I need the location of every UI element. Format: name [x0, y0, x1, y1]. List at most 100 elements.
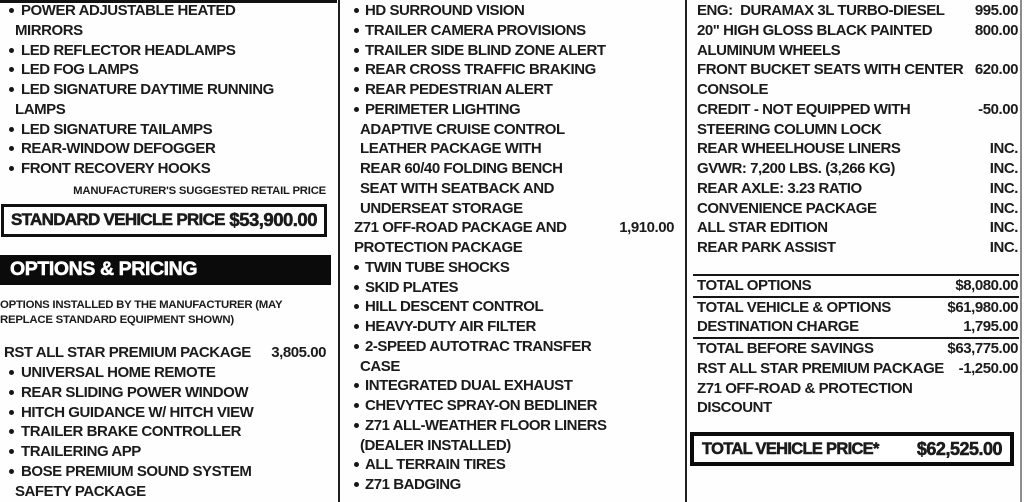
list-item: Z71 ALL-WEATHER FLOOR LINERS	[341, 416, 686, 436]
list-item: TWIN TUBE SHOCKS	[341, 258, 686, 278]
item-text: Z71 ALL-WEATHER FLOOR LINERS	[365, 416, 607, 434]
item-text: REAR CROSS TRAFFIC BRAKING	[365, 61, 596, 79]
item-text: TRAILER SIDE BLIND ZONE ALERT	[365, 41, 606, 59]
option-row: REAR WHEELHOUSE LINERS INC.	[688, 139, 1024, 159]
list-item: BOSE PREMIUM SOUND SYSTEM	[0, 462, 340, 482]
option-row: ALL STAR EDITION INC.	[688, 218, 1024, 238]
options-installed-note: OPTIONS INSTALLED BY THE MANUFACTURER (M…	[0, 298, 283, 326]
list-item-continuation: SEAT WITH SEATBACK AND	[341, 179, 686, 199]
bullet-icon	[354, 67, 359, 73]
item-text: REAR PEDESTRIAN ALERT	[365, 81, 553, 98]
item-text: LEATHER PACKAGE WITH	[360, 140, 542, 158]
list-item: TRAILERING APP	[0, 442, 340, 462]
item-text: UNDERSEAT STORAGE	[360, 199, 523, 217]
total-label: DESTINATION CHARGE	[697, 318, 859, 336]
total-label: Z71 OFF-ROAD & PROTECTION	[697, 379, 913, 397]
item-text: ADAPTIVE CRUISE CONTROL	[360, 120, 565, 138]
option-label: REAR WHEELHOUSE LINERS	[697, 140, 901, 158]
standard-equipment-list: POWER ADJUSTABLE HEATED MIRRORS LED REFL…	[0, 0, 340, 179]
option-row: FRONT BUCKET SEATS WITH CENTER 620.00	[688, 60, 1024, 80]
bullet-icon	[354, 8, 359, 13]
option-label: ENG: DURAMAX 3L TURBO-DIESEL	[697, 2, 945, 19]
item-text: SEAT WITH SEATBACK AND	[360, 179, 554, 197]
option-row: ALUMINUM WHEELS	[688, 41, 1024, 61]
bullet-icon	[9, 87, 14, 92]
option-price: INC.	[989, 140, 1019, 158]
list-item: ALL TERRAIN TIRES	[341, 455, 686, 475]
list-item-continuation: LEATHER PACKAGE WITH	[341, 139, 686, 159]
option-row: CREDIT - NOT EQUIPPED WITH -50.00	[688, 100, 1024, 120]
bullet-icon	[354, 482, 359, 487]
list-item: REAR-WINDOW DEFOGGER	[0, 139, 340, 159]
list-item-continuation: ADAPTIVE CRUISE CONTROL	[341, 120, 686, 140]
bullet-icon	[9, 449, 14, 455]
total-row: DISCOUNT	[693, 398, 1019, 418]
item-text: Z71 BADGING	[365, 476, 461, 493]
list-item: LED FOG LAMPS	[0, 60, 340, 80]
bullet-icon	[354, 304, 359, 310]
list-item: HEAVY-DUTY AIR FILTER	[341, 317, 686, 337]
item-text: MIRRORS	[15, 21, 83, 39]
totals-top-rule	[693, 273, 1019, 276]
item-text: SKID PLATES	[365, 278, 459, 296]
list-item: TRAILER SIDE BLIND ZONE ALERT	[341, 41, 686, 61]
item-text: INTEGRATED DUAL EXHAUST	[365, 377, 573, 395]
list-item: HITCH GUIDANCE W/ HITCH VIEW	[0, 403, 340, 423]
list-item-continuation: CASE	[341, 357, 686, 377]
option-price: INC.	[989, 179, 1019, 197]
item-text: HITCH GUIDANCE W/ HITCH VIEW	[21, 403, 254, 421]
column-divider	[685, 0, 687, 502]
option-price: 3,805.00	[271, 344, 326, 362]
list-item: HILL DESCENT CONTROL	[341, 297, 686, 317]
item-text: TWIN TUBE SHOCKS	[365, 258, 510, 276]
list-item: SKID PLATES	[341, 278, 686, 298]
option-row: CONVENIENCE PACKAGE INC.	[688, 199, 1024, 219]
list-item: POWER ADJUSTABLE HEATED	[0, 1, 340, 21]
bullet-icon	[354, 422, 359, 428]
options-detail-list: HD SURROUND VISION TRAILER CAMERA PROVIS…	[341, 0, 686, 495]
option-label: FRONT BUCKET SEATS WITH CENTER	[697, 61, 964, 79]
option-price: -50.00	[978, 100, 1018, 118]
list-item-continuation: UNDERSEAT STORAGE	[341, 199, 686, 219]
bullet-icon	[354, 87, 359, 92]
option-label: ALUMINUM WHEELS	[697, 41, 841, 59]
bullet-icon	[354, 383, 359, 389]
item-text: HD SURROUND VISION	[365, 2, 525, 19]
msrp-note: MANUFACTURER'S SUGGESTED RETAIL PRICE	[73, 184, 326, 197]
option-price: 620.00	[974, 61, 1019, 79]
total-vehicle-price-label: TOTAL VEHICLE PRICE*	[702, 439, 880, 458]
bullet-icon	[9, 146, 14, 152]
total-label: TOTAL OPTIONS	[697, 276, 812, 294]
bullet-icon	[9, 67, 14, 73]
option-label: STEERING COLUMN LOCK	[697, 120, 882, 138]
item-text: REAR-WINDOW DEFOGGER	[21, 140, 216, 158]
item-text: PERIMETER LIGHTING	[365, 100, 521, 118]
item-text: TRAILER BRAKE CONTROLLER	[21, 423, 242, 441]
options-list: RST ALL STAR PREMIUM PACKAGE 3,805.00 UNI…	[0, 343, 340, 501]
bullet-icon	[354, 343, 359, 349]
list-item: UNIVERSAL HOME REMOTE	[0, 363, 340, 383]
bullet-icon	[354, 403, 359, 408]
total-row: TOTAL BEFORE SAVINGS $63,775.00	[693, 339, 1019, 359]
standard-equipment-column: POWER ADJUSTABLE HEATED MIRRORS LED REFL…	[0, 0, 340, 502]
item-text: UNIVERSAL HOME REMOTE	[21, 364, 216, 382]
option-package-row: RST ALL STAR PREMIUM PACKAGE 3,805.00	[0, 343, 340, 363]
option-label: RST ALL STAR PREMIUM PACKAGE	[4, 344, 251, 362]
total-row: Z71 OFF-ROAD & PROTECTION	[693, 379, 1019, 399]
total-value: $8,080.00	[955, 276, 1018, 294]
total-value: -1,250.00	[958, 359, 1019, 377]
list-item: REAR SLIDING POWER WINDOW	[0, 383, 340, 403]
option-label: CONVENIENCE PACKAGE	[697, 199, 877, 217]
list-item: LED SIGNATURE TAILAMPS	[0, 120, 340, 140]
list-item: INTEGRATED DUAL EXHAUST	[341, 376, 686, 396]
option-price: 1,910.00	[619, 219, 674, 237]
option-label: PROTECTION PACKAGE	[354, 239, 523, 256]
option-row: REAR PARK ASSIST INC.	[688, 238, 1024, 258]
total-label: TOTAL VEHICLE & OPTIONS	[697, 298, 891, 316]
list-item: TRAILER CAMERA PROVISIONS	[341, 21, 686, 41]
option-price: INC.	[989, 160, 1019, 177]
total-row: TOTAL OPTIONS $8,080.00	[693, 276, 1019, 298]
option-row: GVWR: 7,200 LBS. (3,266 KG) INC.	[688, 159, 1024, 179]
option-row: REAR AXLE: 3.23 RATIO INC.	[688, 179, 1024, 199]
